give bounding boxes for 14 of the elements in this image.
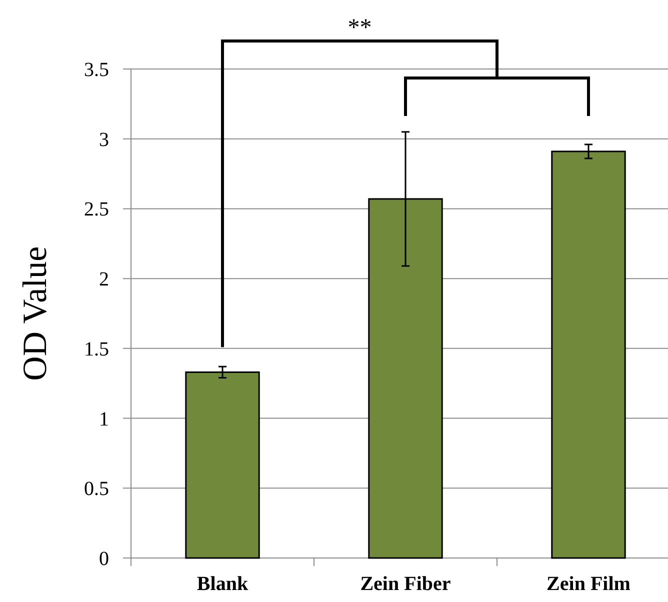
y-axis-title: OD Value: [17, 246, 54, 381]
y-tick-label: 3: [99, 128, 109, 151]
text: **: [348, 15, 372, 41]
x-tick-label: Zein Fiber: [360, 573, 451, 595]
bar: [185, 371, 260, 559]
y-tick-label: 1.5: [84, 338, 109, 360]
y-tick-label: 2.5: [84, 198, 109, 221]
y-tick-label: 0: [99, 548, 109, 570]
x-tick-label: Blank: [196, 573, 249, 595]
y-tick-label: 2: [99, 268, 109, 291]
y-tick-label: 3.5: [84, 59, 109, 81]
y-tick-label: 0.5: [84, 478, 109, 500]
x-tick-label: Zein Film: [546, 573, 631, 595]
y-tick-label: 1: [99, 408, 109, 430]
